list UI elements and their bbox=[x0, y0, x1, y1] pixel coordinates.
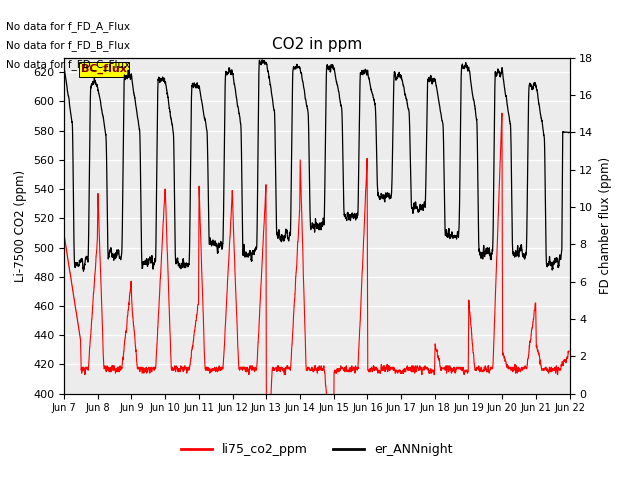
Y-axis label: FD chamber flux (ppm): FD chamber flux (ppm) bbox=[599, 157, 612, 294]
Text: No data for f_FD_C_Flux: No data for f_FD_C_Flux bbox=[6, 59, 131, 70]
Y-axis label: Li-7500 CO2 (ppm): Li-7500 CO2 (ppm) bbox=[15, 169, 28, 282]
Text: No data for f_FD_A_Flux: No data for f_FD_A_Flux bbox=[6, 21, 131, 32]
Legend: li75_co2_ppm, er_ANNnight: li75_co2_ppm, er_ANNnight bbox=[176, 438, 458, 461]
Title: CO2 in ppm: CO2 in ppm bbox=[271, 37, 362, 52]
Text: BC_flux: BC_flux bbox=[81, 64, 127, 74]
Text: No data for f_FD_B_Flux: No data for f_FD_B_Flux bbox=[6, 40, 131, 51]
